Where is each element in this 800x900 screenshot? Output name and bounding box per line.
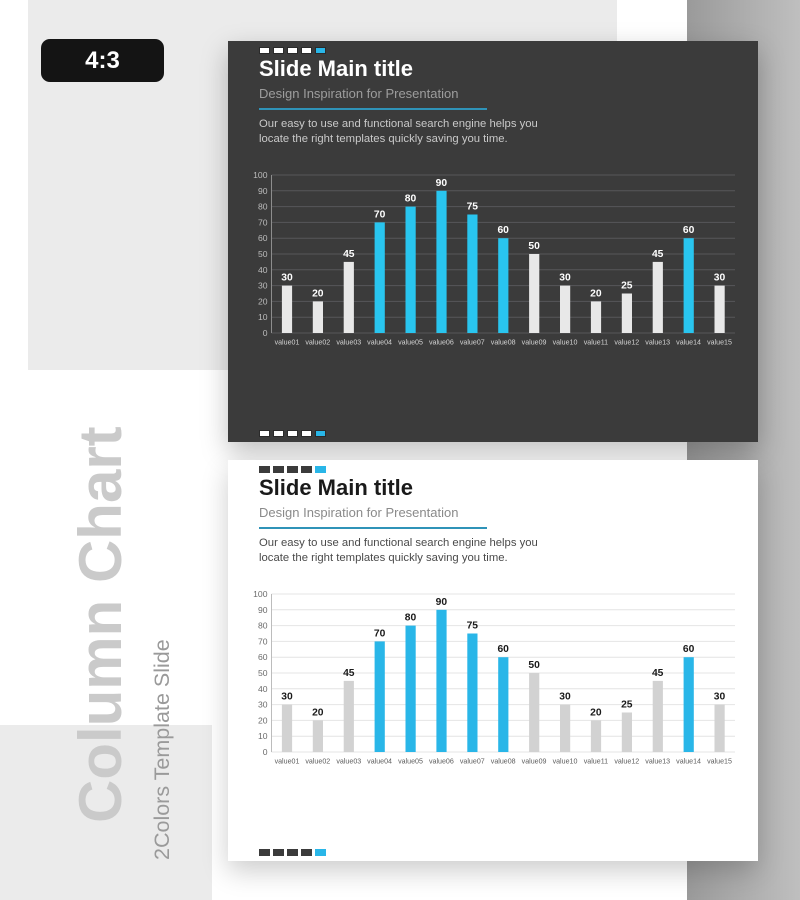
svg-text:value07: value07 bbox=[460, 339, 485, 347]
svg-text:25: 25 bbox=[621, 281, 633, 292]
svg-text:90: 90 bbox=[436, 178, 448, 189]
svg-text:value07: value07 bbox=[460, 758, 485, 766]
svg-text:30: 30 bbox=[281, 273, 293, 284]
svg-text:45: 45 bbox=[343, 668, 355, 679]
svg-text:100: 100 bbox=[253, 171, 268, 180]
svg-text:50: 50 bbox=[528, 660, 540, 671]
svg-text:30: 30 bbox=[714, 692, 726, 703]
svg-text:value08: value08 bbox=[491, 758, 516, 766]
svg-text:90: 90 bbox=[436, 597, 448, 608]
svg-text:20: 20 bbox=[590, 707, 602, 718]
svg-text:30: 30 bbox=[559, 273, 571, 284]
svg-text:20: 20 bbox=[312, 288, 324, 299]
svg-text:60: 60 bbox=[258, 233, 268, 243]
svg-text:value06: value06 bbox=[429, 758, 454, 766]
svg-text:90: 90 bbox=[258, 605, 268, 615]
svg-text:value01: value01 bbox=[275, 758, 300, 766]
svg-text:30: 30 bbox=[258, 700, 268, 710]
svg-text:value12: value12 bbox=[614, 758, 639, 766]
svg-text:70: 70 bbox=[258, 636, 268, 646]
svg-text:30: 30 bbox=[258, 281, 268, 291]
svg-text:value06: value06 bbox=[429, 339, 454, 347]
svg-text:30: 30 bbox=[281, 692, 293, 703]
svg-text:60: 60 bbox=[497, 225, 509, 236]
svg-text:value10: value10 bbox=[553, 339, 578, 347]
svg-text:value05: value05 bbox=[398, 758, 423, 766]
svg-text:value02: value02 bbox=[305, 758, 330, 766]
svg-text:value03: value03 bbox=[336, 758, 361, 766]
svg-text:10: 10 bbox=[258, 312, 268, 322]
svg-text:50: 50 bbox=[528, 241, 540, 252]
svg-text:70: 70 bbox=[258, 217, 268, 227]
svg-text:value12: value12 bbox=[614, 339, 639, 347]
svg-text:30: 30 bbox=[714, 273, 726, 284]
svg-text:value14: value14 bbox=[676, 339, 701, 347]
svg-text:45: 45 bbox=[652, 249, 664, 260]
svg-text:50: 50 bbox=[258, 249, 268, 259]
svg-text:value04: value04 bbox=[367, 339, 392, 347]
svg-text:value08: value08 bbox=[491, 339, 516, 347]
svg-text:60: 60 bbox=[258, 652, 268, 662]
svg-text:90: 90 bbox=[258, 186, 268, 196]
svg-text:value04: value04 bbox=[367, 758, 392, 766]
svg-text:80: 80 bbox=[405, 194, 417, 205]
svg-text:value11: value11 bbox=[584, 758, 608, 766]
svg-text:20: 20 bbox=[590, 288, 602, 299]
svg-text:80: 80 bbox=[258, 621, 268, 631]
svg-text:value14: value14 bbox=[676, 758, 701, 766]
svg-text:value11: value11 bbox=[584, 339, 608, 347]
svg-text:40: 40 bbox=[258, 684, 268, 694]
svg-text:value13: value13 bbox=[645, 339, 670, 347]
svg-text:100: 100 bbox=[253, 590, 268, 599]
svg-text:20: 20 bbox=[312, 707, 324, 718]
svg-text:value15: value15 bbox=[707, 339, 732, 347]
svg-text:80: 80 bbox=[405, 613, 417, 624]
svg-text:30: 30 bbox=[559, 692, 571, 703]
svg-text:value03: value03 bbox=[336, 339, 361, 347]
svg-text:70: 70 bbox=[374, 628, 386, 639]
svg-text:40: 40 bbox=[258, 265, 268, 275]
svg-text:value09: value09 bbox=[522, 758, 547, 766]
svg-text:25: 25 bbox=[621, 700, 633, 711]
svg-text:0: 0 bbox=[263, 328, 268, 338]
svg-text:20: 20 bbox=[258, 296, 268, 306]
svg-text:value05: value05 bbox=[398, 339, 423, 347]
svg-text:60: 60 bbox=[497, 644, 509, 655]
svg-text:value02: value02 bbox=[305, 339, 330, 347]
svg-text:45: 45 bbox=[652, 668, 664, 679]
svg-text:75: 75 bbox=[467, 202, 479, 213]
svg-text:60: 60 bbox=[683, 644, 695, 655]
svg-text:value13: value13 bbox=[645, 758, 670, 766]
svg-text:60: 60 bbox=[683, 225, 695, 236]
svg-text:value10: value10 bbox=[553, 758, 578, 766]
svg-text:20: 20 bbox=[258, 715, 268, 725]
svg-text:value09: value09 bbox=[522, 339, 547, 347]
svg-text:75: 75 bbox=[467, 621, 479, 632]
svg-text:value01: value01 bbox=[275, 339, 300, 347]
svg-text:0: 0 bbox=[263, 747, 268, 757]
svg-text:45: 45 bbox=[343, 249, 355, 260]
svg-text:80: 80 bbox=[258, 202, 268, 212]
svg-text:50: 50 bbox=[258, 668, 268, 678]
svg-text:10: 10 bbox=[258, 731, 268, 741]
svg-text:70: 70 bbox=[374, 209, 386, 220]
svg-text:value15: value15 bbox=[707, 758, 732, 766]
